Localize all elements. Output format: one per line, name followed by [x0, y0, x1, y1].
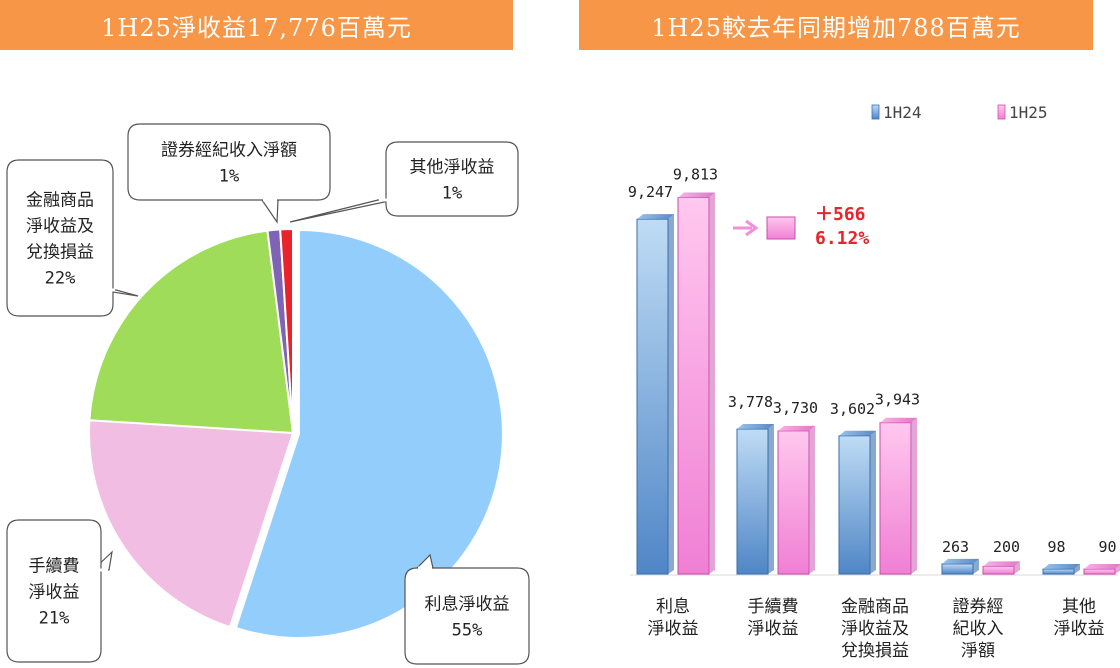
legend-label-1H24: 1H24	[883, 103, 922, 122]
bar-value-label: 9,247	[628, 183, 673, 201]
bar-side-1H25	[809, 425, 815, 574]
bar-1H25	[879, 422, 912, 575]
bar-side-1H25	[1115, 564, 1120, 574]
callout-other-pointer	[289, 199, 395, 223]
callout-brokerage-box	[127, 123, 331, 201]
bar-1H24	[1042, 568, 1075, 575]
bar-side-1H25	[1014, 561, 1020, 574]
category-label: 兌換損益	[841, 641, 909, 661]
bar-side-1H25	[911, 417, 917, 574]
bar-top-1H24	[839, 430, 876, 436]
bar-top-1H25	[678, 192, 715, 198]
callout-other-label-line: 其他淨收益	[410, 158, 495, 178]
bar-1H24	[838, 435, 871, 575]
bar-1H25	[1083, 568, 1116, 575]
bar-1H25	[777, 430, 810, 575]
bar-top-1H25	[778, 425, 815, 431]
legend-swatch-1H25	[997, 104, 1006, 120]
callout-interest-box	[404, 567, 530, 665]
growth-pct: 6.12%	[815, 228, 869, 249]
bar-top-1H24	[942, 558, 979, 564]
category-label: 淨收益	[748, 619, 799, 639]
legend-label-1H25: 1H25	[1009, 103, 1048, 122]
category-label: 紀收入	[953, 619, 1004, 639]
bar-top-1H24	[737, 424, 774, 430]
bar-1H24	[941, 563, 974, 575]
pie-slice	[88, 229, 295, 435]
category-label: 證券經	[953, 597, 1004, 617]
callout-financial-label-line: 淨收益及	[26, 217, 94, 237]
category-label: 其他	[1062, 597, 1096, 617]
category-label: 利息	[656, 597, 690, 617]
bar-side-1H24	[1074, 564, 1080, 574]
bar-value-label: 98	[1047, 538, 1065, 556]
callout-financial-label-line: 金融商品	[26, 191, 94, 211]
callout-interest-pct: 55%	[452, 621, 483, 641]
bar-value-label: 3,778	[728, 393, 773, 411]
bar-side-1H24	[870, 430, 876, 574]
callout-interest-label-line: 利息淨收益	[425, 595, 510, 615]
bar-side-1H24	[668, 214, 674, 574]
bar-value-label: 3,943	[875, 391, 920, 409]
callout-fees-label-line: 手續費	[29, 557, 80, 577]
growth-swatch	[766, 216, 796, 240]
bar-1H25	[982, 565, 1015, 575]
bar-side-1H25	[709, 192, 715, 574]
callout-brokerage-pct: 1%	[219, 167, 239, 187]
bar-side-1H24	[768, 424, 774, 574]
category-label: 淨收益	[648, 619, 699, 639]
bar-side-1H24	[973, 558, 979, 574]
legend-swatch-1H24	[871, 104, 880, 120]
callout-other-box	[385, 141, 519, 217]
bar-value-label: 3,730	[773, 399, 818, 417]
bar-1H25	[677, 196, 710, 575]
category-label: 手續費	[748, 597, 799, 617]
category-label: 金融商品	[841, 597, 909, 617]
bar-1H24	[636, 218, 669, 575]
callout-brokerage-label-line: 證券經紀收入淨額	[161, 141, 297, 161]
bar-value-label: 9,813	[673, 165, 718, 183]
category-label: 淨額	[961, 641, 995, 661]
growth-change: ＋566	[815, 204, 866, 225]
bar-value-label: 3,602	[830, 400, 875, 418]
bar-top-1H25	[1084, 564, 1120, 569]
callout-financial-pct: 22%	[45, 269, 76, 289]
left-banner-title: 1H25淨收益17,776百萬元	[0, 0, 513, 50]
bar-top-1H24	[1043, 564, 1080, 569]
bar-value-label: 263	[942, 538, 969, 556]
callout-other-pct: 1%	[442, 184, 462, 204]
right-banner-title: 1H25較去年同期增加788百萬元	[579, 0, 1093, 50]
bar-value-label: 90	[1098, 538, 1116, 556]
bar-value-label: 200	[993, 538, 1020, 556]
bar-top-1H25	[983, 561, 1020, 567]
pie-slice	[88, 419, 295, 629]
bar-top-1H24	[637, 214, 674, 220]
callout-fees-pct: 21%	[39, 609, 70, 629]
callout-financial-box	[6, 159, 114, 317]
category-label: 淨收益及	[841, 619, 909, 639]
category-label: 淨收益	[1054, 619, 1105, 639]
pie-slice	[234, 228, 504, 639]
callout-brokerage-pointer	[260, 199, 279, 224]
callout-fees-label-line: 淨收益	[29, 583, 80, 603]
bar-top-1H25	[880, 417, 917, 423]
callout-financial-label-line: 兌換損益	[26, 243, 94, 263]
bar-1H24	[736, 428, 769, 575]
growth-arrow-head	[745, 219, 759, 237]
pie-slice	[279, 227, 294, 434]
callout-fees-box	[6, 519, 102, 663]
